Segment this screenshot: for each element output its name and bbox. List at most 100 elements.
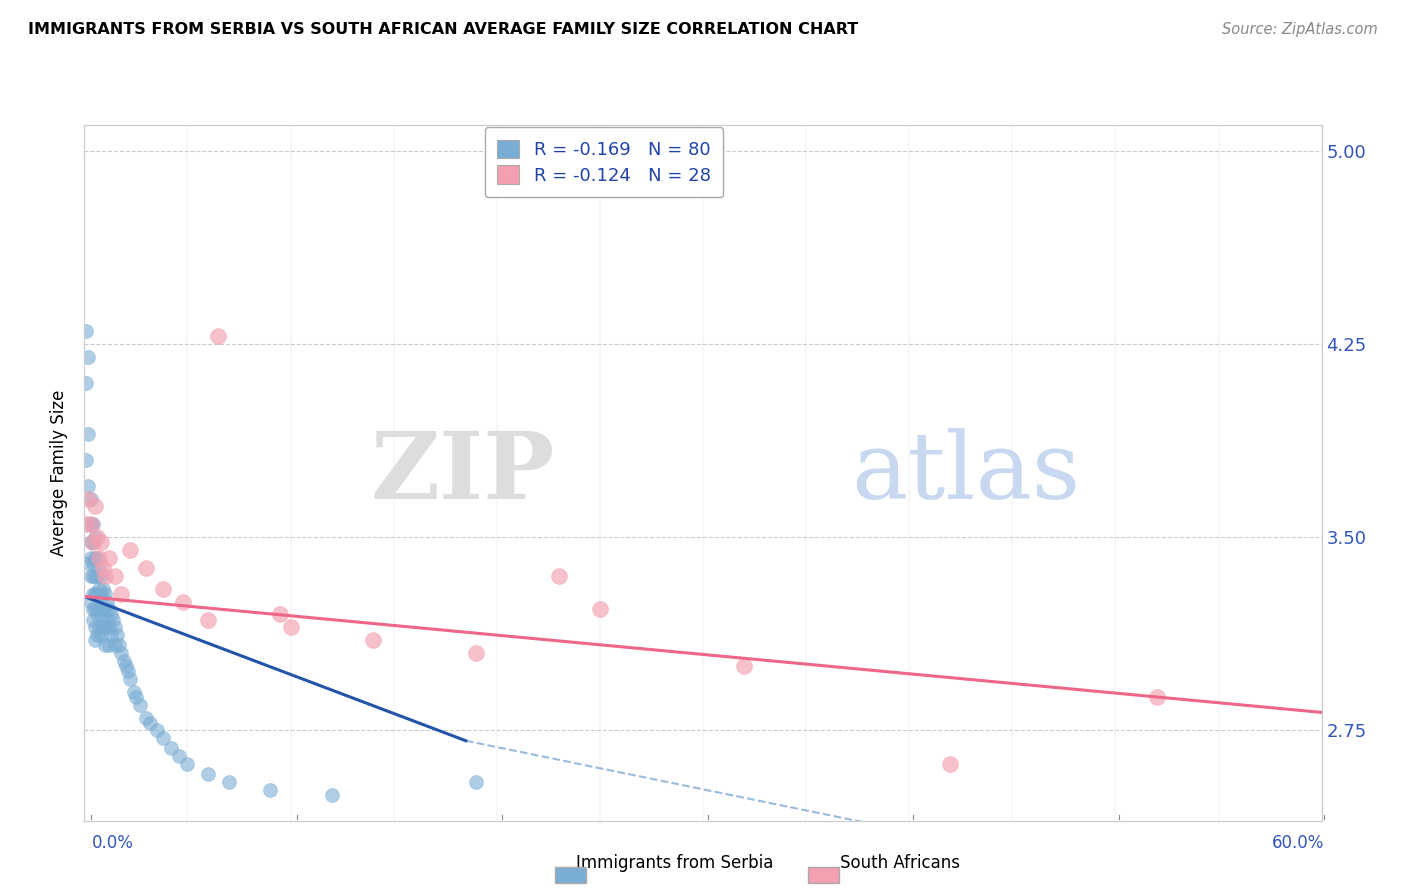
Text: 60.0%: 60.0% bbox=[1272, 834, 1324, 852]
Point bbox=[321, 788, 343, 802]
Point bbox=[91, 620, 114, 634]
Point bbox=[86, 569, 108, 583]
Point bbox=[118, 543, 141, 558]
Point bbox=[82, 613, 104, 627]
Point bbox=[77, 427, 100, 442]
Point bbox=[259, 782, 281, 797]
Point bbox=[77, 491, 100, 506]
Point bbox=[135, 710, 157, 724]
Point bbox=[547, 569, 569, 583]
Point bbox=[90, 535, 112, 549]
Point bbox=[79, 517, 101, 532]
Point bbox=[100, 628, 122, 642]
Point bbox=[75, 517, 97, 532]
Point bbox=[139, 715, 162, 730]
Point bbox=[129, 698, 152, 712]
Point bbox=[94, 639, 117, 653]
Point bbox=[75, 376, 97, 390]
Point bbox=[79, 594, 101, 608]
Point bbox=[79, 517, 101, 532]
Point bbox=[98, 602, 121, 616]
Point bbox=[104, 639, 127, 653]
Point bbox=[145, 723, 167, 738]
Point bbox=[104, 569, 127, 583]
Point bbox=[87, 602, 110, 616]
Point bbox=[103, 613, 125, 627]
Point bbox=[361, 633, 384, 648]
Point bbox=[733, 659, 755, 673]
Point bbox=[160, 741, 183, 756]
Text: Immigrants from Serbia: Immigrants from Serbia bbox=[576, 855, 773, 872]
Point bbox=[86, 550, 108, 565]
Point bbox=[91, 582, 114, 596]
Point bbox=[98, 639, 121, 653]
Point bbox=[100, 607, 122, 622]
Point bbox=[90, 569, 112, 583]
Point bbox=[465, 646, 488, 660]
Point bbox=[82, 517, 104, 532]
Point bbox=[94, 587, 117, 601]
Point bbox=[91, 602, 114, 616]
Point bbox=[1146, 690, 1168, 704]
Point bbox=[152, 731, 174, 746]
Point bbox=[77, 517, 100, 532]
Point bbox=[82, 602, 104, 616]
Point bbox=[105, 628, 128, 642]
Point bbox=[269, 607, 291, 622]
Legend: R = -0.169   N = 80, R = -0.124   N = 28: R = -0.169 N = 80, R = -0.124 N = 28 bbox=[485, 127, 723, 197]
Point bbox=[87, 620, 110, 634]
Point bbox=[77, 350, 100, 364]
Point bbox=[87, 561, 110, 575]
Point bbox=[104, 620, 127, 634]
Point bbox=[82, 535, 104, 549]
Point bbox=[83, 569, 105, 583]
Point bbox=[87, 582, 110, 596]
Point bbox=[83, 530, 105, 544]
Point bbox=[589, 602, 612, 616]
Point bbox=[197, 613, 219, 627]
Point bbox=[94, 569, 117, 583]
Point bbox=[96, 594, 118, 608]
Point bbox=[82, 587, 104, 601]
Point bbox=[96, 613, 118, 627]
Point bbox=[83, 587, 105, 601]
Point bbox=[112, 654, 135, 668]
Point bbox=[86, 587, 108, 601]
Point bbox=[172, 594, 194, 608]
Point bbox=[176, 756, 198, 771]
Point bbox=[83, 633, 105, 648]
Point bbox=[86, 628, 108, 642]
Point bbox=[125, 690, 148, 704]
Point bbox=[118, 672, 141, 686]
Point bbox=[75, 324, 97, 338]
Point bbox=[79, 535, 101, 549]
Text: Source: ZipAtlas.com: Source: ZipAtlas.com bbox=[1222, 22, 1378, 37]
Point bbox=[939, 756, 962, 771]
Point bbox=[135, 561, 157, 575]
Point bbox=[98, 550, 121, 565]
Text: ZIP: ZIP bbox=[370, 428, 554, 517]
Point bbox=[117, 664, 139, 678]
Point bbox=[83, 620, 105, 634]
Point bbox=[110, 646, 132, 660]
Point bbox=[82, 569, 104, 583]
Point bbox=[108, 639, 131, 653]
Point bbox=[152, 582, 174, 596]
Point bbox=[83, 602, 105, 616]
Point bbox=[79, 491, 101, 506]
Point bbox=[465, 775, 488, 789]
Point bbox=[77, 556, 100, 570]
Point bbox=[86, 607, 108, 622]
Point bbox=[79, 569, 101, 583]
Point bbox=[167, 749, 190, 764]
Point bbox=[79, 550, 101, 565]
Point bbox=[98, 620, 121, 634]
Point bbox=[207, 329, 229, 343]
Point bbox=[197, 767, 219, 781]
Point bbox=[86, 530, 108, 544]
Text: South Africans: South Africans bbox=[839, 855, 960, 872]
Point bbox=[90, 628, 112, 642]
Point bbox=[114, 659, 136, 673]
Point bbox=[94, 602, 117, 616]
Point bbox=[218, 775, 240, 789]
